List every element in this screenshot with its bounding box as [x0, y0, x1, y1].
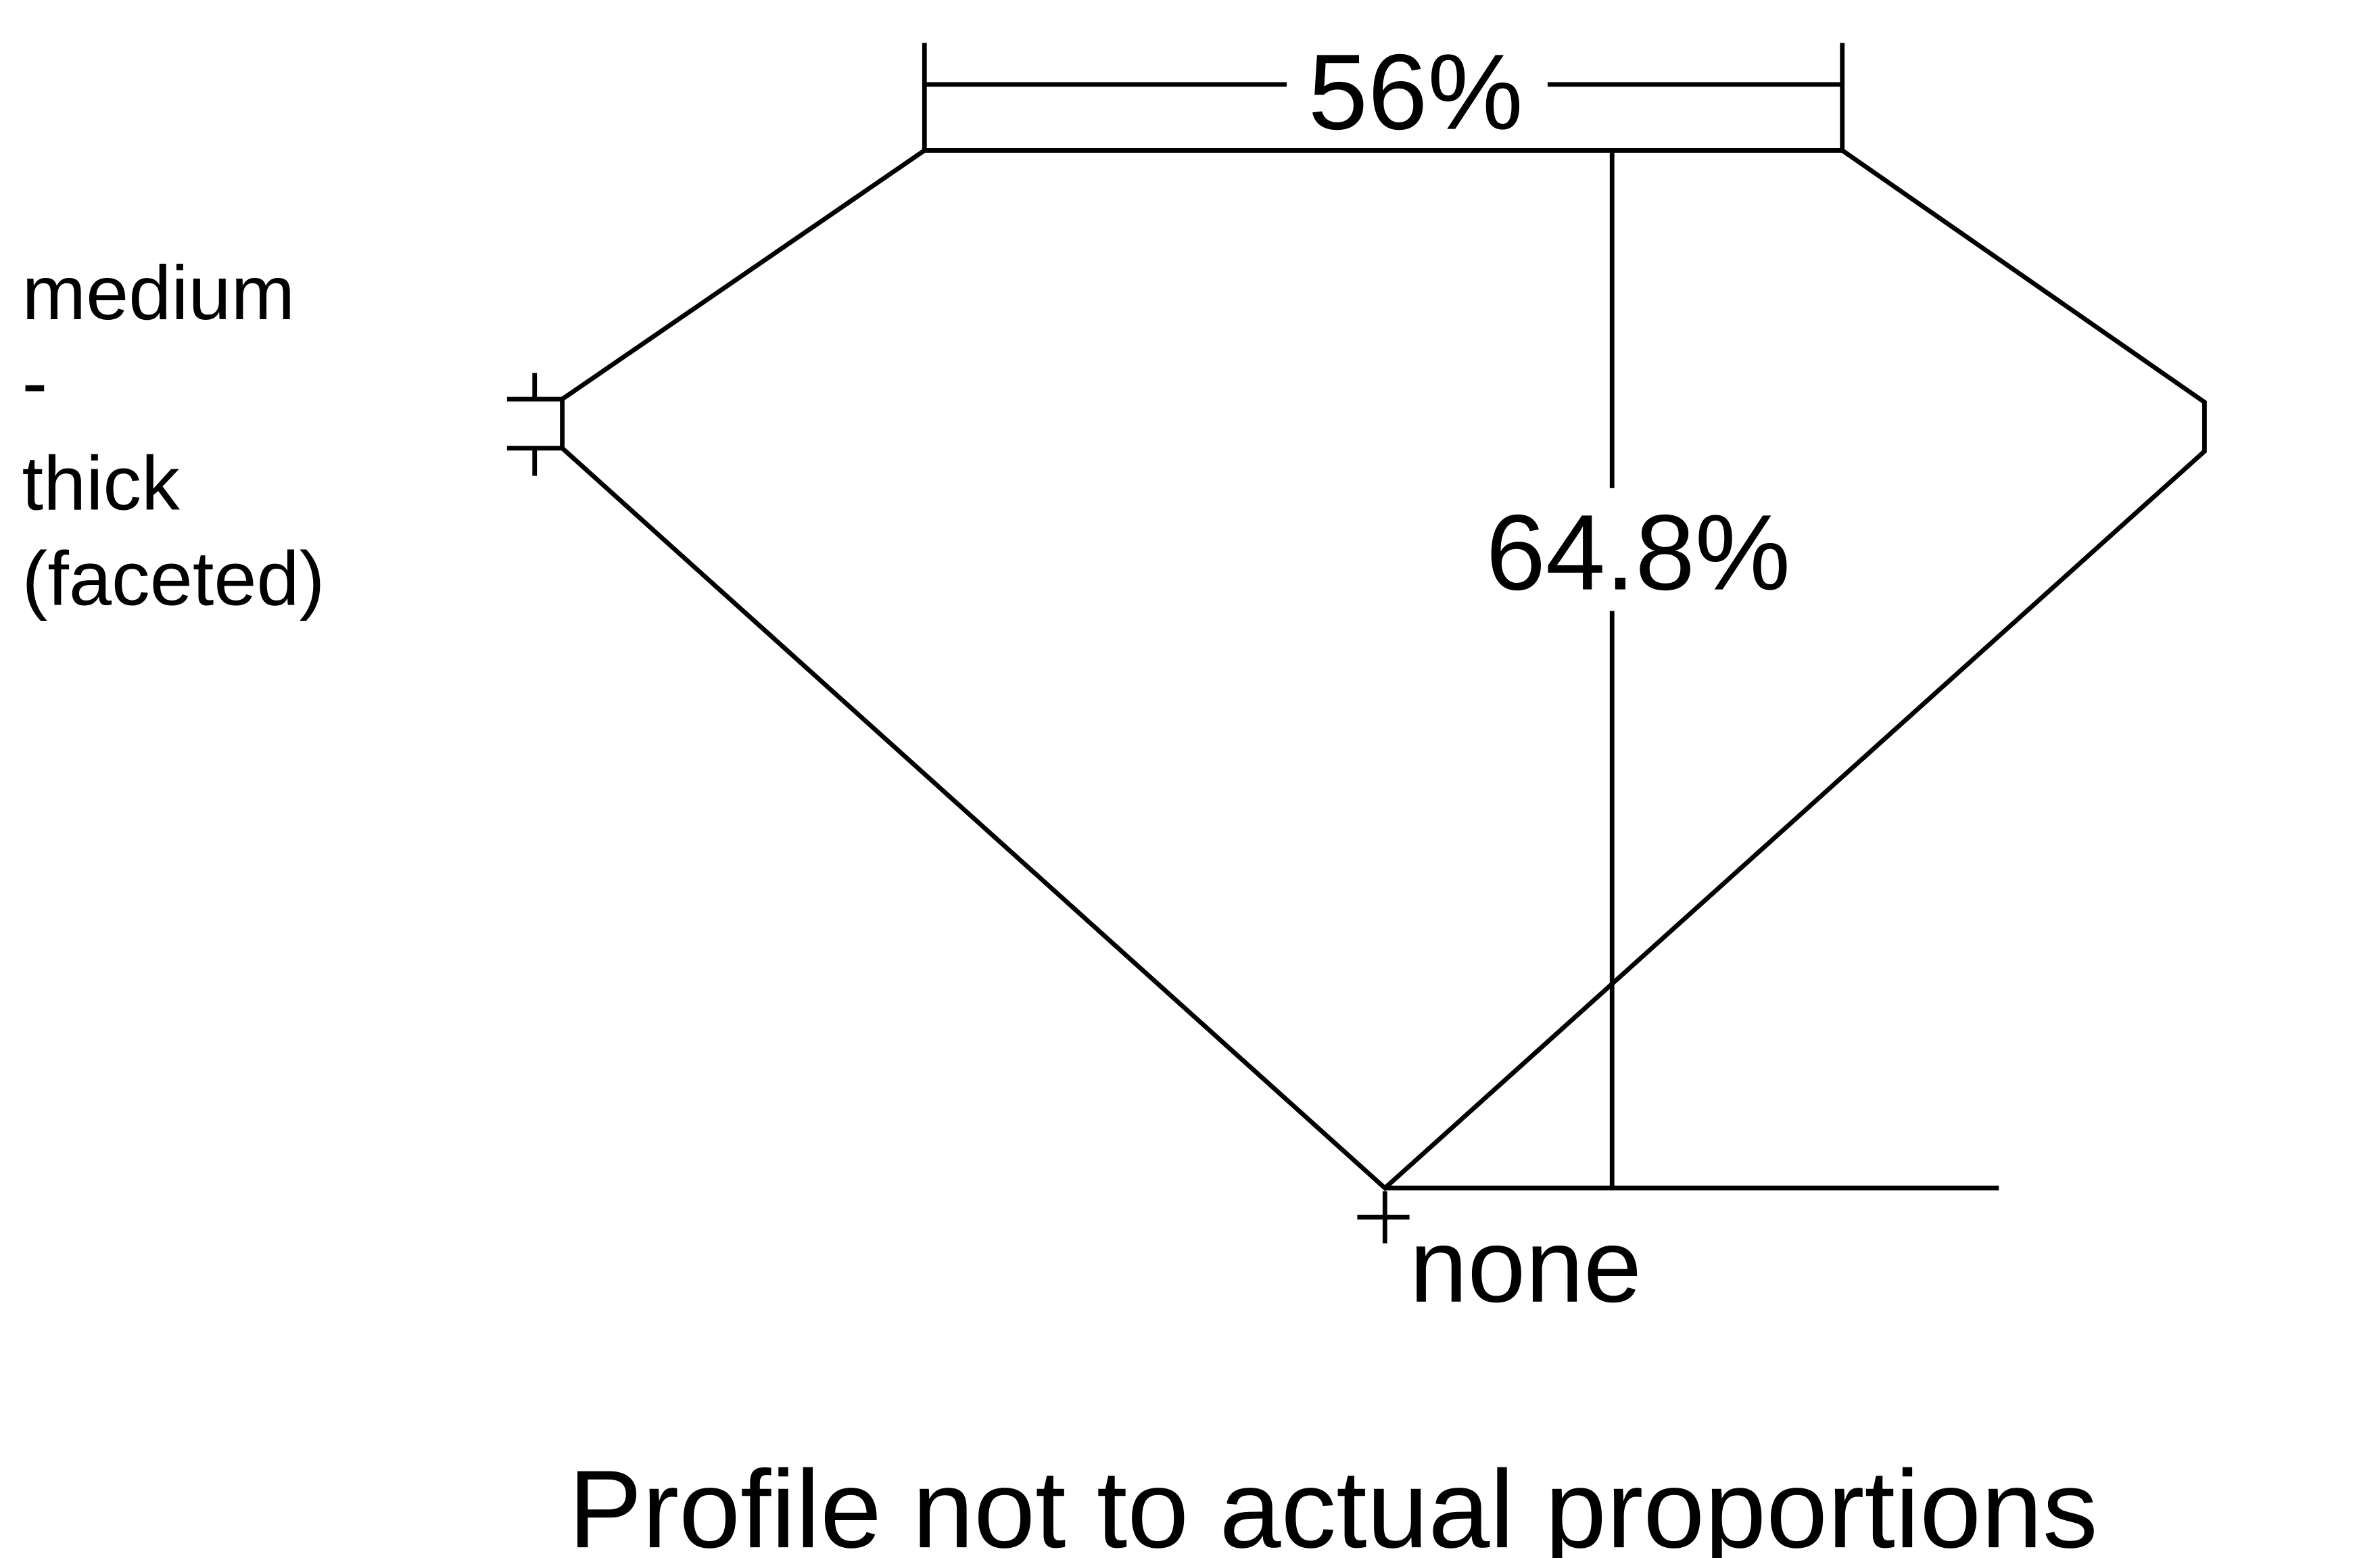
diamond-outline [560, 148, 2207, 1191]
culet-label: none [1410, 1207, 1642, 1324]
girdle-label-line: medium [22, 250, 295, 336]
table-percentage-label: 56% [1308, 32, 1523, 152]
depth-percentage-label: 64.8% [1486, 492, 1790, 613]
girdle-label: medium - thick (faceted) [22, 250, 325, 621]
girdle-label-line: thick [22, 441, 181, 527]
girdle-label-line: (faceted) [22, 536, 325, 621]
girdle-label-line: - [22, 339, 48, 425]
footnote: Profile not to actual proportions [569, 1447, 2098, 1558]
